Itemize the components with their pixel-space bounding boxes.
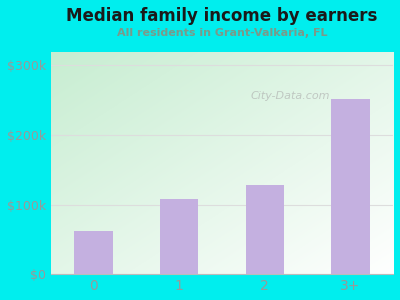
Title: Median family income by earners: Median family income by earners	[66, 7, 378, 25]
Bar	[160, 199, 198, 274]
Text: City-Data.com: City-Data.com	[251, 91, 330, 101]
Bar	[331, 99, 370, 274]
Text: All residents in Grant-Valkaria, FL: All residents in Grant-Valkaria, FL	[117, 28, 327, 38]
Bar	[74, 231, 113, 274]
Bar	[246, 185, 284, 274]
